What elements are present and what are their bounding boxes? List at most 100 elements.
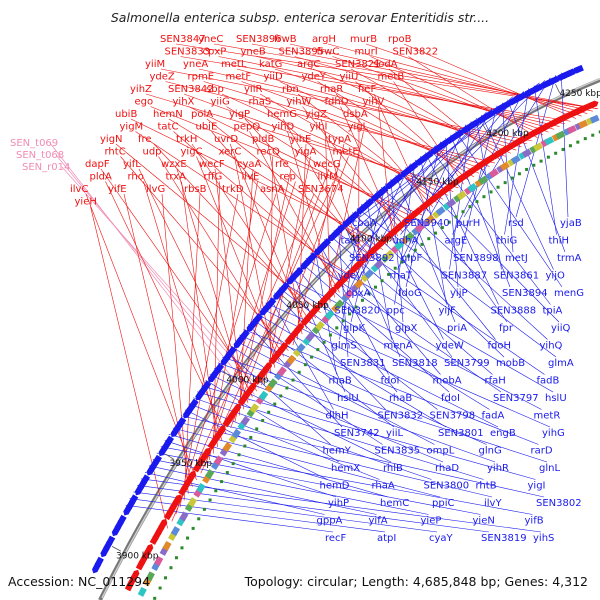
- gc-dot: [158, 586, 162, 590]
- reverse-leader-line: [305, 257, 502, 393]
- kbp-tick-mark: [481, 123, 488, 133]
- forward-gene-label: SEN3847: [160, 34, 206, 45]
- reverse-leader-line: [445, 138, 459, 288]
- gc-dot: [186, 536, 190, 540]
- reverse-gene-label: SEN3898: [453, 253, 499, 264]
- reverse-gene-label: priA: [447, 323, 467, 334]
- reverse-leader-line: [278, 287, 438, 410]
- gc-dot: [400, 260, 404, 264]
- forward-gene-label: wecF: [199, 159, 225, 170]
- forward-leader-line: [196, 156, 280, 363]
- forward-leader-line: [403, 43, 577, 119]
- cog-block: [435, 206, 446, 216]
- forward-gene-arrow: [377, 237, 388, 247]
- reverse-gene-label: mobB: [496, 358, 525, 369]
- reverse-gene-label: SEN3831: [340, 358, 386, 369]
- reverse-leader-line: [380, 187, 548, 340]
- reverse-gene-label: SEN3940: [404, 218, 450, 229]
- forward-gene-label: yihD: [272, 122, 295, 133]
- forward-gene-label: yihV: [363, 97, 385, 108]
- cog-block: [456, 190, 467, 201]
- reverse-gene-label: yihP: [328, 498, 349, 509]
- gc-dot: [214, 489, 218, 493]
- gc-dot: [568, 144, 572, 148]
- reverse-gene-label: tpiA: [543, 306, 563, 317]
- forward-gene-label: SEN3821: [335, 59, 381, 70]
- reverse-gene-arrow: [266, 297, 277, 308]
- cog-block: [384, 249, 395, 260]
- cog-block: [544, 136, 555, 146]
- reverse-gene-label: fadA: [482, 411, 505, 422]
- forward-leader-line: [200, 181, 334, 474]
- forward-leader-line: [302, 106, 403, 233]
- forward-gene-arrow: [246, 382, 257, 394]
- reverse-gene-label: fdoI: [441, 393, 460, 404]
- reverse-leader-line: [287, 277, 542, 410]
- reverse-gene-label: glpK: [343, 323, 365, 334]
- forward-gene-label: yigL: [348, 122, 369, 133]
- forward-leader-line: [221, 93, 449, 196]
- gc-dot: [387, 272, 391, 276]
- gc-dot: [440, 226, 444, 230]
- forward-gene-label: yigN: [100, 134, 123, 145]
- forward-gene-arrow: [521, 132, 533, 142]
- gc-dot: [539, 159, 543, 163]
- forward-leader-line: [191, 143, 312, 324]
- forward-gene-label: polA: [191, 109, 213, 120]
- forward-gene-label: sbp: [206, 84, 224, 95]
- gc-dot: [360, 298, 364, 302]
- gc-dot: [297, 370, 301, 374]
- forward-gene-label: yieH: [75, 197, 97, 208]
- forward-leader-line: [214, 168, 244, 410]
- reverse-gene-label: yieN: [473, 516, 495, 527]
- cog-block: [364, 268, 374, 279]
- gc-dot: [532, 163, 536, 167]
- forward-leader-line: [183, 93, 454, 192]
- forward-gene-arrow: [130, 569, 140, 581]
- reverse-leader-line: [160, 446, 533, 515]
- cog-block: [374, 259, 384, 270]
- reverse-leader-line: [188, 403, 380, 480]
- cog-block: [566, 125, 577, 134]
- forward-gene-label: yneA: [183, 59, 208, 70]
- reverse-leader-line: [256, 313, 447, 428]
- cog-block: [315, 320, 325, 331]
- reverse-gene-label: fdoI: [381, 376, 400, 387]
- forward-gene-label: ilvG: [146, 184, 165, 195]
- forward-leader-line: [180, 56, 571, 122]
- cog-block: [170, 526, 180, 537]
- cog-block: [478, 175, 489, 186]
- forward-gene-label: yigM: [120, 122, 144, 133]
- reverse-leader-line: [400, 171, 508, 323]
- forward-leader-line: [282, 118, 369, 264]
- forward-gene-label: yigC: [181, 147, 203, 158]
- reverse-leader-line: [352, 212, 505, 358]
- accession-text: Accession: NC_011294: [8, 574, 151, 589]
- forward-leader-line: [340, 106, 398, 237]
- gc-dot: [249, 435, 253, 439]
- reverse-gene-label: trmA: [557, 253, 582, 264]
- cog-block: [334, 299, 345, 310]
- gc-dot: [454, 215, 458, 219]
- forward-gene-label: yihI: [310, 122, 328, 133]
- pink-gene-label: SEN_t068: [16, 150, 64, 161]
- reverse-gene-label: rhaB: [329, 376, 352, 387]
- forward-gene-arrow: [310, 304, 321, 315]
- forward-leader-line: [261, 156, 349, 386]
- reverse-gene-label: SEN3798: [430, 411, 476, 422]
- forward-gene-arrow: [559, 112, 572, 122]
- forward-gene-label: SEN3896: [236, 34, 282, 45]
- reverse-gene-label: ppiC: [432, 498, 454, 509]
- forward-gene-label: SEN3842: [168, 84, 214, 95]
- cog-block: [249, 403, 260, 414]
- reverse-leader-line: [507, 99, 566, 253]
- cog-block: [196, 483, 206, 493]
- reverse-gene-arrow: [572, 64, 584, 74]
- forward-gene-label: yigZ: [305, 109, 327, 120]
- reverse-gene-label: fadB: [537, 376, 560, 387]
- forward-gene-label: trkH: [176, 134, 197, 145]
- reverse-gene-arrow: [253, 313, 263, 324]
- map-title: Salmonella enterica subsp. enterica sero…: [110, 10, 490, 25]
- forward-gene-label: metB: [378, 72, 405, 83]
